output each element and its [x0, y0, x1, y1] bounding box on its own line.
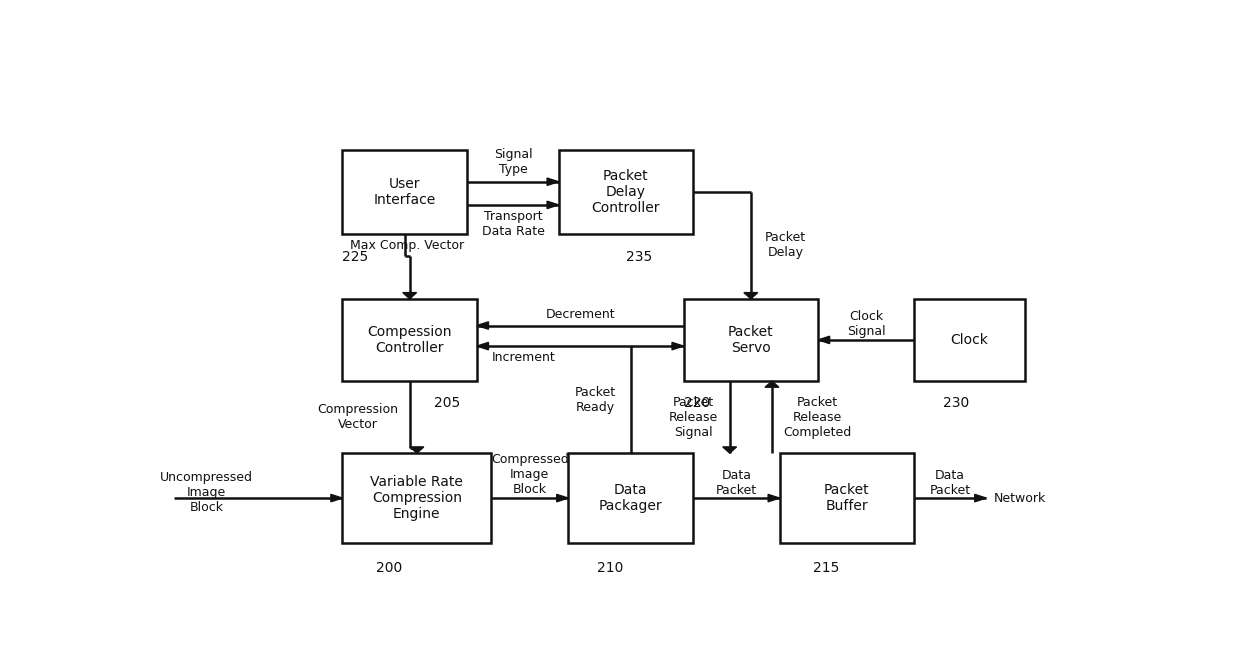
Polygon shape	[547, 201, 558, 208]
Bar	[342, 299, 477, 381]
Text: Clock
Signal: Clock Signal	[847, 311, 885, 339]
Text: Packet
Release
Signal: Packet Release Signal	[668, 395, 718, 439]
Polygon shape	[557, 494, 568, 502]
Polygon shape	[477, 343, 489, 350]
Text: 200: 200	[376, 561, 402, 575]
Text: Compression
Vector: Compression Vector	[317, 403, 398, 431]
Text: Decrement: Decrement	[546, 308, 615, 321]
Polygon shape	[477, 322, 489, 329]
Text: Increment: Increment	[491, 351, 556, 364]
Text: Packet
Delay: Packet Delay	[765, 231, 806, 259]
Bar	[568, 453, 693, 543]
Polygon shape	[765, 381, 779, 387]
Text: Packet
Release
Completed: Packet Release Completed	[784, 395, 852, 439]
Bar	[558, 150, 693, 234]
Text: Packet
Delay
Controller: Packet Delay Controller	[591, 169, 660, 215]
Text: Packet
Ready: Packet Ready	[575, 385, 616, 413]
Text: Compressed
Image
Block: Compressed Image Block	[491, 454, 569, 496]
Polygon shape	[744, 293, 758, 299]
Text: 205: 205	[434, 397, 460, 411]
Bar	[683, 299, 818, 381]
Text: Clock: Clock	[951, 333, 988, 347]
Polygon shape	[672, 343, 683, 350]
Text: 220: 220	[683, 397, 709, 411]
Text: Transport
Data Rate: Transport Data Rate	[481, 210, 544, 238]
Polygon shape	[410, 447, 424, 453]
Text: 215: 215	[813, 561, 839, 575]
Text: Network: Network	[994, 492, 1047, 504]
Polygon shape	[768, 494, 780, 502]
Bar	[914, 299, 1024, 381]
Polygon shape	[723, 447, 737, 453]
Text: Data
Packager: Data Packager	[599, 483, 662, 513]
Text: 210: 210	[596, 561, 624, 575]
Text: Max Comp. Vector: Max Comp. Vector	[350, 238, 464, 252]
Polygon shape	[331, 494, 342, 502]
Text: Variable Rate
Compression
Engine: Variable Rate Compression Engine	[371, 475, 464, 521]
Text: 235: 235	[626, 250, 652, 264]
Text: 225: 225	[342, 250, 368, 264]
Polygon shape	[975, 494, 986, 502]
Text: Signal
Type: Signal Type	[494, 148, 532, 176]
Text: User
Interface: User Interface	[373, 177, 436, 207]
Bar	[342, 150, 467, 234]
Text: 230: 230	[942, 397, 970, 411]
Text: Packet
Buffer: Packet Buffer	[825, 483, 869, 513]
Text: Packet
Servo: Packet Servo	[728, 325, 774, 355]
Bar	[780, 453, 914, 543]
Bar	[342, 453, 491, 543]
Polygon shape	[818, 336, 830, 343]
Polygon shape	[403, 293, 417, 299]
Text: Uncompressed
Image
Block: Uncompressed Image Block	[160, 472, 253, 514]
Polygon shape	[547, 178, 558, 186]
Text: Data
Packet: Data Packet	[715, 469, 756, 496]
Text: Compession
Controller: Compession Controller	[367, 325, 451, 355]
Text: Data
Packet: Data Packet	[930, 469, 971, 496]
